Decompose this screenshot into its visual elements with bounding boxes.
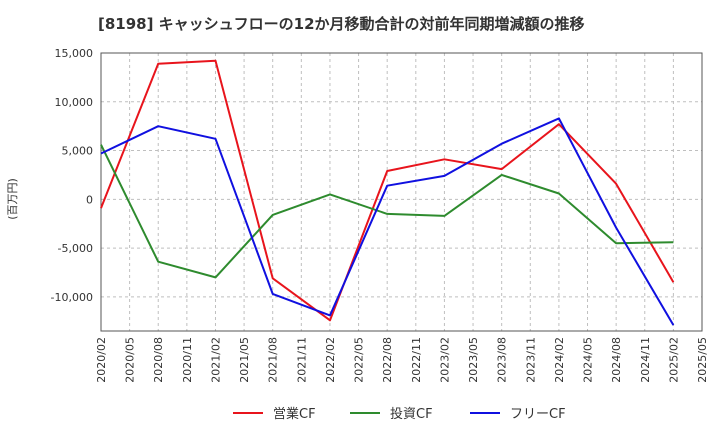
chart-title: [8198] キャッシュフローの12か月移動合計の対前年同期増減額の推移 bbox=[98, 15, 585, 33]
y-tick-label: 5,000 bbox=[62, 145, 94, 158]
y-tick-label: 15,000 bbox=[55, 47, 94, 60]
grid-layer bbox=[100, 52, 703, 331]
axes-layer bbox=[100, 52, 703, 332]
legend-label: 営業CF bbox=[273, 406, 316, 422]
y-tick-label: -5,000 bbox=[58, 242, 93, 255]
x-tick-label: 2021/11 bbox=[295, 337, 308, 383]
series-line-投資CF bbox=[100, 144, 674, 279]
x-tick-label: 2020/11 bbox=[181, 337, 194, 383]
plot-area-frame bbox=[100, 52, 703, 332]
x-tick-label: 2024/02 bbox=[553, 337, 566, 383]
legend-label: 投資CF bbox=[390, 406, 433, 422]
legend-label: フリーCF bbox=[510, 407, 566, 422]
x-tick-label: 2025/05 bbox=[696, 337, 709, 383]
x-tick-label: 2022/05 bbox=[353, 337, 366, 383]
legend: 営業CF 投資CF フリーCF bbox=[233, 406, 566, 422]
y-axis-title: (百万円) bbox=[6, 178, 19, 220]
x-tick-label: 2024/08 bbox=[610, 337, 623, 383]
tick-labels: 15,000 10,000 5,000 0 -5,000 -10,000 2020/02 20… bbox=[51, 47, 709, 383]
x-tick-label: 2023/05 bbox=[467, 337, 480, 383]
x-tick-label: 2023/02 bbox=[438, 337, 451, 383]
x-tick-label: 2020/05 bbox=[124, 337, 137, 383]
y-tick-label: -10,000 bbox=[51, 291, 93, 304]
series-line-フリーCF bbox=[100, 117, 675, 326]
y-tick-label: 10,000 bbox=[55, 96, 94, 109]
x-tick-label: 2020/08 bbox=[152, 337, 165, 383]
x-tick-label: 2021/05 bbox=[238, 337, 251, 383]
x-tick-label: 2022/02 bbox=[324, 337, 337, 383]
series-layer bbox=[100, 59, 675, 326]
x-tick-label: 2025/02 bbox=[667, 337, 680, 383]
x-tick-label: 2024/11 bbox=[639, 337, 652, 383]
x-tick-label: 2022/11 bbox=[410, 337, 423, 383]
x-tick-label: 2021/08 bbox=[267, 337, 280, 383]
x-tick-label: 2022/08 bbox=[381, 337, 394, 383]
y-tick-label: 0 bbox=[86, 193, 93, 206]
series-line-営業CF bbox=[100, 59, 675, 322]
x-tick-label: 2023/08 bbox=[496, 337, 509, 383]
x-tick-label: 2024/05 bbox=[582, 337, 595, 383]
x-tick-label: 2023/11 bbox=[524, 337, 537, 383]
x-tick-label: 2020/02 bbox=[95, 337, 108, 383]
x-tick-label: 2021/02 bbox=[209, 337, 222, 383]
